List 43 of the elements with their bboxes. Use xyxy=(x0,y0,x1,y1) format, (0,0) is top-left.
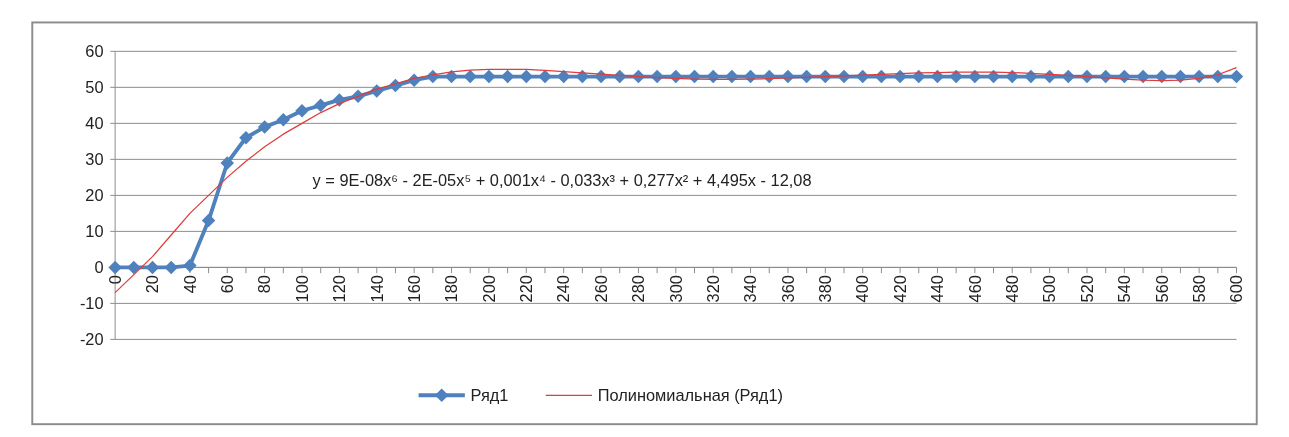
x-tick-label: 420 xyxy=(890,275,909,303)
y-tick-label: 0 xyxy=(94,258,104,277)
y-tick-label: 20 xyxy=(85,186,104,205)
y-tick-label: -20 xyxy=(79,330,104,349)
y-tick-label: 10 xyxy=(85,222,104,241)
x-tick-label: 380 xyxy=(816,275,835,303)
annotation: y = 9E-08x⁶ - 2E-05x⁵ + 0,001x⁴ - 0,033x³ + 0,277x² + 4,495x - 12,08 xyxy=(312,171,812,190)
x-tick-label: 280 xyxy=(629,275,648,303)
x-tick-label: 220 xyxy=(517,275,536,303)
x-tick-label: 580 xyxy=(1189,275,1208,303)
x-tick-label: 240 xyxy=(554,275,573,303)
x-tick-label: 120 xyxy=(330,275,349,303)
x-tick-label: 440 xyxy=(928,275,947,303)
x-tick-label: 260 xyxy=(591,275,610,303)
y-tick-label: 60 xyxy=(85,42,104,61)
x-tick-label: 460 xyxy=(965,275,984,303)
y-tick-label: 40 xyxy=(85,114,104,133)
x-tick-label: 600 xyxy=(1227,275,1246,303)
x-tick-label: 180 xyxy=(442,275,461,303)
x-tick-label: 160 xyxy=(404,275,423,303)
x-tick-label: 560 xyxy=(1152,275,1171,303)
y-tick-label: -10 xyxy=(79,294,104,313)
x-tick-label: 20 xyxy=(143,275,162,294)
x-tick-label: 0 xyxy=(105,275,124,285)
x-tick-label: 300 xyxy=(666,275,685,303)
x-tick-label: 360 xyxy=(778,275,797,303)
x-tick-label: 500 xyxy=(1040,275,1059,303)
legend-label: Полиномиальная (Ряд1) xyxy=(597,386,783,405)
x-tick-label: 40 xyxy=(180,275,199,294)
x-tick-label: 80 xyxy=(255,275,274,294)
x-tick-label: 480 xyxy=(1003,275,1022,303)
x-tick-label: 540 xyxy=(1115,275,1134,303)
x-tick-label: 340 xyxy=(741,275,760,303)
legend-label: Ряд1 xyxy=(470,386,509,405)
y-tick-label: 30 xyxy=(85,150,104,169)
x-tick-label: 400 xyxy=(853,275,872,303)
y-tick-label: 50 xyxy=(85,78,104,97)
x-tick-label: 100 xyxy=(292,275,311,303)
x-tick-label: 140 xyxy=(367,275,386,303)
x-tick-label: 200 xyxy=(479,275,498,303)
x-tick-label: 60 xyxy=(218,275,237,294)
x-tick-label: 320 xyxy=(703,275,722,303)
x-tick-label: 520 xyxy=(1077,275,1096,303)
